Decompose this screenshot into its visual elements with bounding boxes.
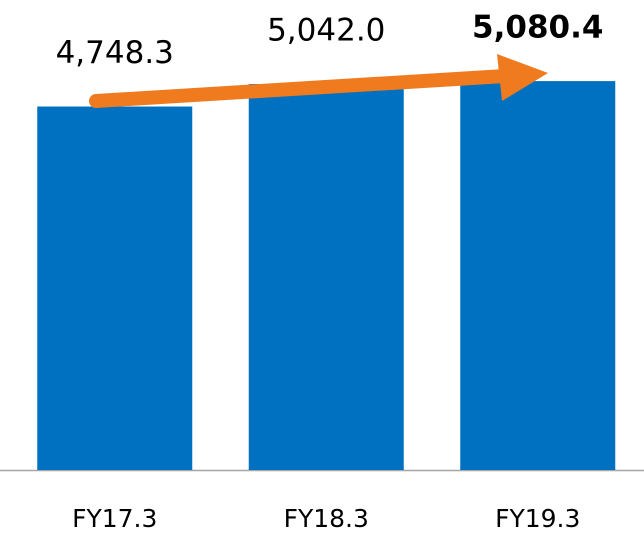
value-label: 5,042.0	[267, 13, 385, 49]
bar	[248, 84, 404, 470]
x-tick-label: FY18.3	[284, 504, 369, 533]
arrow-head	[497, 54, 548, 101]
bar	[37, 106, 193, 470]
x-tick-label: FY19.3	[495, 504, 580, 533]
value-label: 4,748.3	[56, 35, 174, 71]
arrow-shaft	[89, 69, 512, 108]
bar	[460, 81, 616, 471]
bars	[37, 81, 616, 471]
trend-arrow	[89, 54, 548, 108]
x-tick-label: FY17.3	[72, 504, 157, 533]
value-label: 5,080.4	[472, 10, 603, 46]
